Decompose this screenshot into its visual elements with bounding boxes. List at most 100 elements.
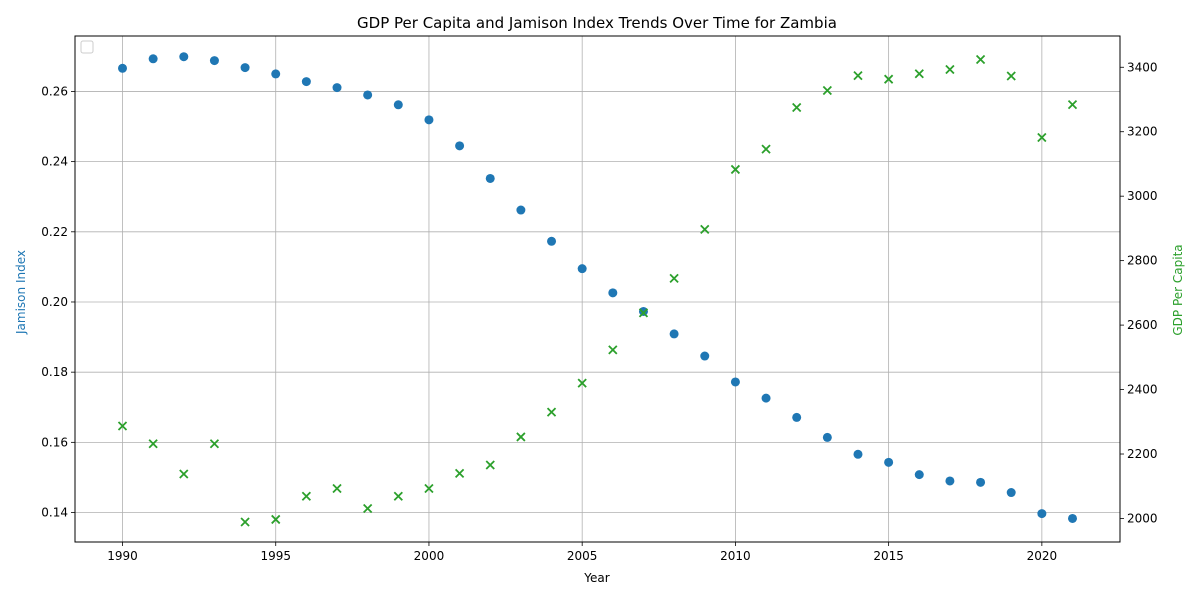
jamison-point	[332, 83, 342, 93]
gdp-point	[730, 164, 741, 175]
jamison-point	[822, 432, 832, 442]
jamison-point	[148, 54, 158, 64]
jamison-point	[271, 69, 281, 79]
gdp-point	[148, 439, 158, 449]
gdp-point	[638, 308, 649, 318]
gdp-point	[363, 503, 373, 514]
y-right-tick-label: 3000	[1127, 189, 1158, 203]
y-left-tick-label: 0.22	[41, 225, 68, 239]
gdp-point	[853, 71, 863, 81]
jamison-point	[393, 100, 403, 110]
y-right-tick-label: 3200	[1127, 125, 1158, 139]
gdp-point	[485, 460, 495, 470]
gdp-point	[240, 517, 250, 527]
jamison-point	[118, 63, 127, 73]
legend	[80, 40, 94, 54]
gdp-point	[1037, 132, 1047, 143]
x-tick-label: 2005	[567, 549, 598, 563]
jamison-point	[485, 173, 495, 183]
x-tick-label: 2015	[873, 549, 904, 563]
x-tick-label: 1995	[260, 549, 291, 563]
jamison-point	[424, 115, 434, 125]
plot-frame	[74, 35, 1121, 543]
jamison-point	[761, 393, 771, 403]
jamison-point	[1068, 513, 1077, 523]
y-axis-left-title: Jamison Index	[14, 250, 28, 335]
jamison-point	[179, 52, 189, 62]
jamison-point	[577, 264, 587, 274]
jamison-series	[118, 52, 1077, 523]
y-left-tick-label: 0.16	[41, 435, 68, 449]
jamison-point	[363, 90, 373, 100]
chart-title: GDP Per Capita and Jamison Index Trends …	[357, 14, 837, 32]
jamison-point	[792, 412, 802, 422]
jamison-point	[976, 477, 986, 487]
y-right-tick-label: 2800	[1127, 254, 1158, 268]
jamison-point	[945, 476, 955, 486]
gdp-point	[516, 432, 526, 442]
jamison-point	[700, 351, 710, 361]
jamison-point	[608, 288, 618, 298]
gdp-point	[332, 483, 342, 494]
jamison-point	[516, 205, 526, 215]
jamison-point	[914, 470, 924, 480]
gdp-point	[546, 407, 557, 417]
jamison-point	[301, 77, 311, 87]
jamison-point	[240, 63, 250, 73]
gdp-point	[454, 468, 465, 478]
gdp-point	[393, 491, 403, 501]
y-axis-right: 2000 2200 2400 2600 2800 3000 3200 3400	[1120, 60, 1158, 525]
y-right-tick-label: 2200	[1127, 447, 1158, 461]
x-tick-label: 2000	[414, 549, 445, 563]
gdp-point	[792, 102, 802, 113]
jamison-point	[853, 449, 863, 459]
y-left-tick-label: 0.24	[41, 155, 68, 169]
gdp-point	[271, 514, 281, 525]
gdp-point	[577, 378, 587, 388]
gdp-point	[608, 345, 618, 355]
y-axis-left: 0.14 0.16 0.18 0.20 0.22 0.24 0.26	[41, 84, 75, 520]
y-left-tick-label: 0.26	[41, 84, 68, 98]
gdp-series	[117, 54, 1078, 527]
x-tick-label: 2020	[1027, 549, 1058, 563]
jamison-point	[884, 457, 894, 467]
y-left-tick-label: 0.18	[41, 365, 68, 379]
gdp-point	[1006, 71, 1016, 81]
grid-lines	[75, 36, 1120, 542]
jamison-point	[455, 141, 465, 151]
gdp-point	[975, 54, 986, 65]
y-left-tick-label: 0.14	[41, 506, 68, 520]
gdp-point	[424, 483, 434, 494]
gdp-point	[914, 69, 924, 79]
gdp-point	[669, 273, 679, 284]
gdp-point	[883, 74, 894, 84]
gdp-point	[700, 224, 710, 235]
gdp-point	[761, 144, 771, 154]
gdp-point	[179, 469, 189, 479]
gdp-point	[209, 439, 220, 449]
gdp-point	[1067, 100, 1078, 110]
y-axis-right-title: GDP Per Capita	[1171, 244, 1185, 335]
jamison-point	[1037, 509, 1047, 519]
jamison-point	[730, 377, 740, 387]
gdp-point	[301, 491, 312, 501]
jamison-point	[547, 236, 557, 246]
y-left-tick-label: 0.20	[41, 295, 68, 309]
gdp-point	[945, 64, 955, 75]
y-right-tick-label: 2600	[1127, 318, 1158, 332]
x-axis-title: Year	[583, 571, 609, 585]
jamison-point	[669, 329, 679, 339]
jamison-point	[209, 56, 219, 66]
x-tick-label: 1990	[107, 549, 138, 563]
gdp-point	[822, 85, 832, 96]
y-right-tick-label: 2000	[1127, 511, 1158, 525]
x-tick-label: 2010	[720, 549, 751, 563]
x-axis: 1990 1995 2000 2005 2010 2015 2020	[107, 542, 1057, 563]
y-right-tick-label: 2400	[1127, 383, 1158, 397]
gdp-point	[117, 421, 128, 431]
jamison-point	[638, 306, 648, 316]
y-right-tick-label: 3400	[1127, 60, 1158, 74]
jamison-point	[1006, 488, 1016, 498]
